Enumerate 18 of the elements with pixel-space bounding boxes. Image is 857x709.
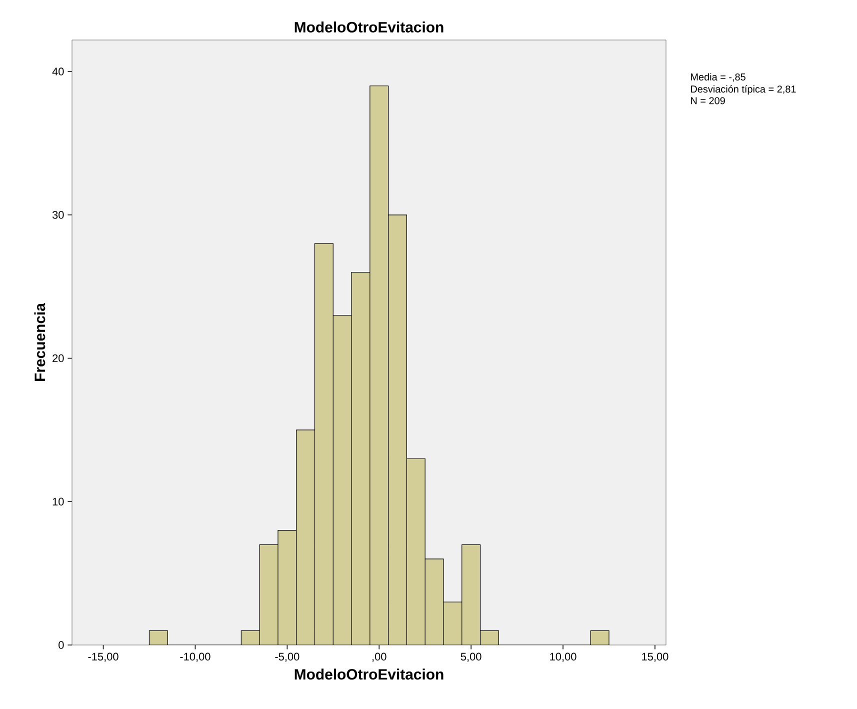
chart-title: ModeloOtroEvitacion [294, 22, 444, 32]
x-tick-label: 10,00 [550, 652, 576, 662]
x-tick-label: ,00 [372, 652, 386, 662]
text: Desviación típica = 2,81 [691, 85, 796, 95]
text: Media = -,85 [691, 73, 746, 82]
y-axis-title: Frecuencia [34, 302, 46, 381]
x-tick-label: -10,00 [180, 652, 210, 662]
x-axis-title: ModeloOtroEvitacion [294, 668, 444, 680]
x-tick-label: 15,00 [642, 652, 668, 662]
x-tick-label: -5,00 [275, 652, 300, 662]
text: N = 209 [691, 97, 725, 104]
x-tick-label: 5,00 [460, 652, 482, 662]
y-tick-label: 30 [52, 211, 64, 219]
y-tick-label: 0 [58, 641, 64, 649]
y-tick-label: 10 [52, 498, 64, 506]
y-tick-label: 20 [52, 354, 64, 362]
x-tick-label: -15,00 [88, 652, 118, 662]
y-tick-label: 40 [52, 68, 64, 76]
